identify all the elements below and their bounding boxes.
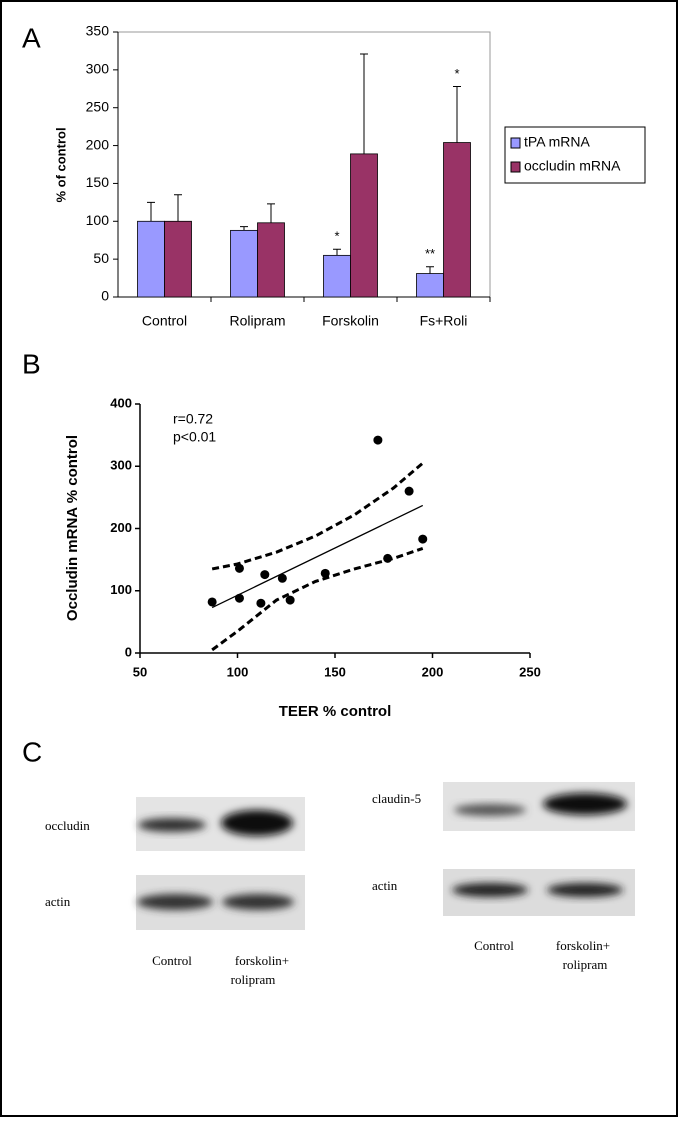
annotation: r=0.72	[173, 411, 213, 427]
data-point	[418, 534, 428, 544]
error-bar	[147, 201, 155, 222]
x-tick-label: 200	[422, 664, 444, 679]
y-tick-label: 400	[110, 395, 132, 410]
blot-lane-label: rolipram	[563, 957, 608, 972]
confidence-band	[211, 461, 424, 571]
panel-label: A	[22, 22, 41, 53]
x-tick-label: Forskolin	[322, 313, 379, 329]
blot-lane-label: forskolin+	[556, 938, 610, 953]
error-bar	[426, 266, 434, 274]
y-tick-label: 0	[101, 288, 109, 304]
y-axis-label: % of control	[53, 127, 68, 202]
y-tick-label: 0	[125, 644, 132, 659]
y-tick-label: 100	[86, 212, 110, 228]
regression-line	[211, 504, 424, 609]
blot-lane-label: Control	[152, 953, 192, 968]
x-tick-label: 100	[227, 664, 249, 679]
data-point	[285, 595, 295, 605]
blot-row-label: claudin-5	[372, 791, 421, 806]
data-point	[234, 563, 244, 573]
data-point	[234, 593, 244, 603]
x-tick-label: Rolipram	[229, 313, 285, 329]
y-tick-label: 250	[86, 98, 110, 114]
blot-row-label: occludin	[45, 818, 90, 833]
legend-swatch	[510, 137, 521, 149]
significance-label: *	[334, 229, 339, 244]
bar	[323, 254, 351, 298]
data-point	[320, 568, 330, 578]
data-point	[260, 570, 270, 580]
bar	[350, 153, 378, 298]
data-point	[383, 553, 393, 563]
x-tick-label: Control	[142, 313, 187, 329]
blot-row-label: actin	[45, 894, 71, 909]
y-tick-label: 200	[86, 136, 110, 152]
legend-label: tPA mRNA	[524, 134, 591, 150]
error-bar	[174, 194, 182, 222]
legend	[504, 126, 646, 184]
blot-lane-label: forskolin+	[235, 953, 289, 968]
bar	[164, 220, 192, 298]
y-tick-label: 350	[86, 23, 110, 39]
error-bar	[240, 226, 248, 231]
error-bar	[453, 86, 461, 143]
bar	[137, 220, 165, 298]
x-tick-label: Fs+Roli	[420, 313, 468, 329]
data-point	[373, 435, 383, 445]
y-tick-label: 200	[110, 520, 132, 535]
y-tick-label: 150	[86, 174, 110, 190]
blot	[136, 782, 635, 930]
x-tick-label: 150	[324, 664, 346, 679]
data-point	[404, 486, 414, 496]
bar	[230, 229, 258, 298]
panel-label: C	[22, 736, 42, 767]
blot-row-label: actin	[372, 878, 398, 893]
data-point	[256, 598, 266, 608]
bar	[257, 222, 285, 298]
blot-lane-label: rolipram	[231, 972, 276, 987]
annotation: p<0.01	[173, 429, 216, 445]
y-tick-label: 300	[110, 458, 132, 473]
x-tick-label: 50	[133, 664, 147, 679]
x-tick-label: 250	[519, 664, 541, 679]
error-bar	[333, 248, 341, 256]
significance-label: **	[425, 246, 435, 261]
y-tick-label: 300	[86, 61, 110, 77]
blot-lane-label: Control	[474, 938, 514, 953]
x-axis-label: TEER % control	[279, 703, 392, 720]
error-bar	[360, 53, 368, 154]
y-tick-label: 100	[110, 582, 132, 597]
legend-label: occludin mRNA	[524, 158, 621, 174]
data-point	[277, 573, 287, 583]
confidence-band	[211, 547, 424, 652]
data-point	[207, 597, 217, 607]
error-bar	[267, 203, 275, 223]
bar	[443, 142, 471, 298]
legend-swatch	[510, 161, 521, 173]
y-tick-label: 50	[93, 250, 109, 266]
panel-label: B	[22, 348, 41, 379]
bar	[416, 273, 444, 298]
significance-label: *	[454, 66, 459, 81]
y-axis-label: Occludin mRNA % control	[64, 435, 81, 621]
